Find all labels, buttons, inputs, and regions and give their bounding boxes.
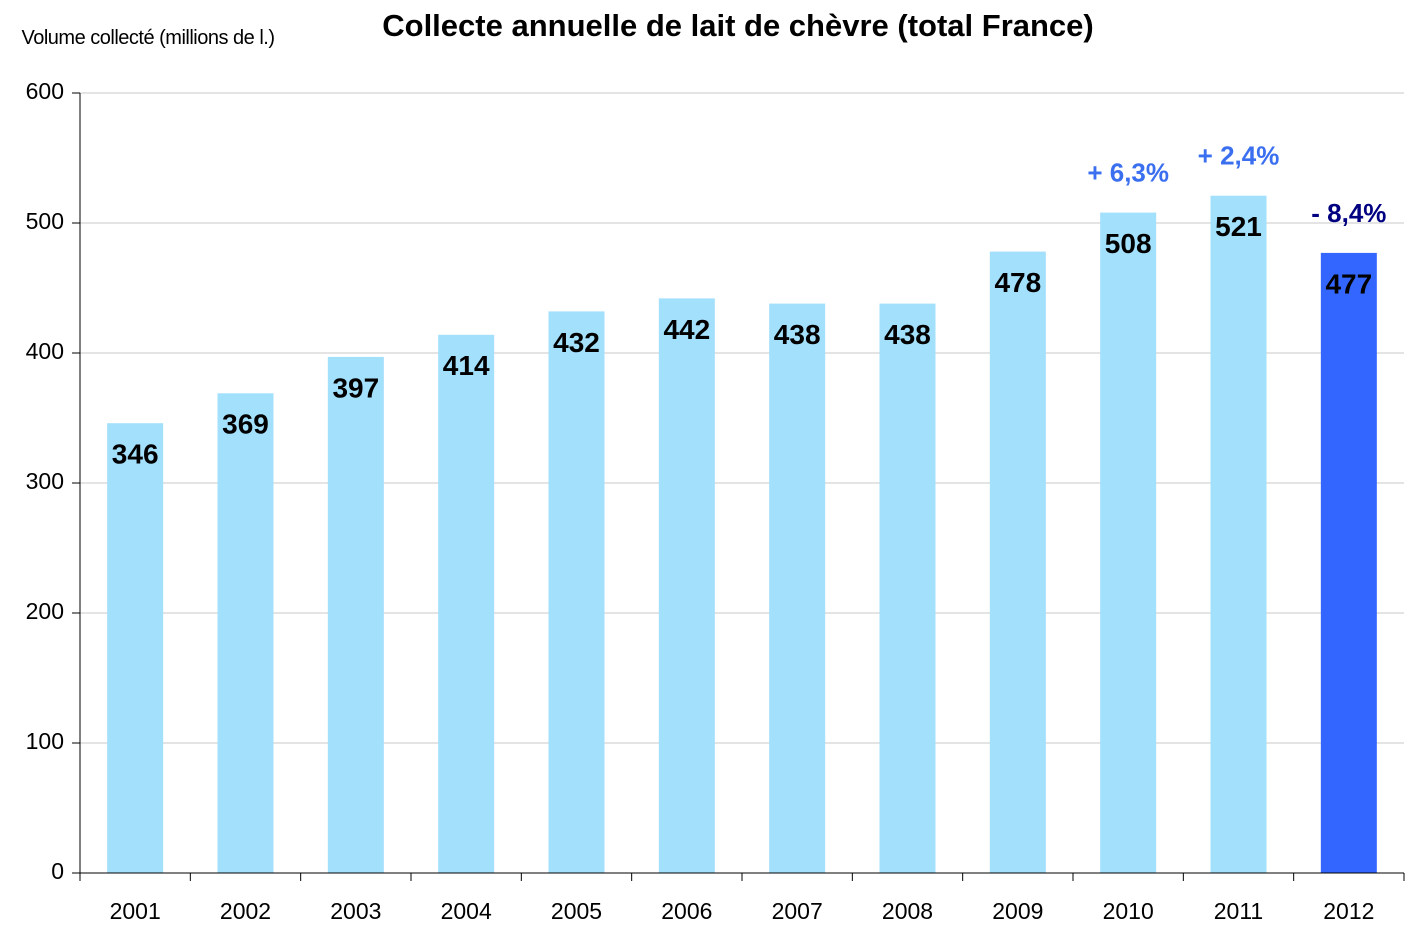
- x-tick-label: 2006: [661, 898, 712, 924]
- y-tick-label: 400: [26, 338, 64, 364]
- bar: [327, 356, 384, 873]
- y-tick-label: 100: [26, 728, 64, 754]
- data-label: 432: [553, 327, 600, 358]
- chart-title: Collecte annuelle de lait de chèvre (tot…: [382, 8, 1094, 43]
- bar: [769, 303, 826, 874]
- bar: [548, 311, 605, 873]
- y-tick-label: 300: [26, 468, 64, 494]
- x-tick-label: 2002: [220, 898, 271, 924]
- annotation: + 6,3%: [1087, 157, 1169, 187]
- data-label: 346: [112, 439, 159, 470]
- y-tick-label: 0: [51, 858, 64, 884]
- x-tick-label: 2012: [1323, 898, 1374, 924]
- y-tick-label: 500: [26, 208, 64, 234]
- x-tick-label: 2010: [1103, 898, 1154, 924]
- x-tick-label: 2008: [882, 898, 933, 924]
- data-label: 478: [994, 267, 1041, 298]
- y-axis-label: Volume collecté (millions de l.): [21, 27, 276, 49]
- bar: [1320, 252, 1377, 873]
- bar: [107, 423, 164, 873]
- data-label: 369: [222, 409, 269, 440]
- data-label: 477: [1325, 268, 1372, 299]
- x-tick-label: 2001: [110, 898, 161, 924]
- annotation: + 2,4%: [1198, 141, 1280, 171]
- x-tick-label: 2004: [441, 898, 492, 924]
- x-tick-label: 2011: [1214, 898, 1263, 924]
- bar: [879, 303, 936, 874]
- x-tick-label: 2007: [772, 898, 823, 924]
- data-label: 397: [332, 372, 379, 403]
- bar: [1100, 212, 1157, 874]
- data-label: 508: [1105, 228, 1152, 259]
- data-label: 414: [443, 350, 490, 381]
- bar: [217, 393, 274, 873]
- x-tick-label: 2005: [551, 898, 602, 924]
- bar: [438, 334, 495, 873]
- bar: [1210, 195, 1267, 873]
- data-label: 442: [663, 314, 710, 345]
- data-label: 438: [884, 319, 931, 350]
- x-tick-label: 2009: [992, 898, 1043, 924]
- y-tick-label: 200: [26, 598, 64, 624]
- data-label: 438: [774, 319, 821, 350]
- x-tick-label: 2003: [330, 898, 381, 924]
- y-tick-label: 600: [26, 78, 64, 104]
- data-label: 521: [1215, 211, 1262, 242]
- annotation: - 8,4%: [1311, 198, 1386, 228]
- bar: [989, 251, 1046, 874]
- bar: [658, 298, 715, 873]
